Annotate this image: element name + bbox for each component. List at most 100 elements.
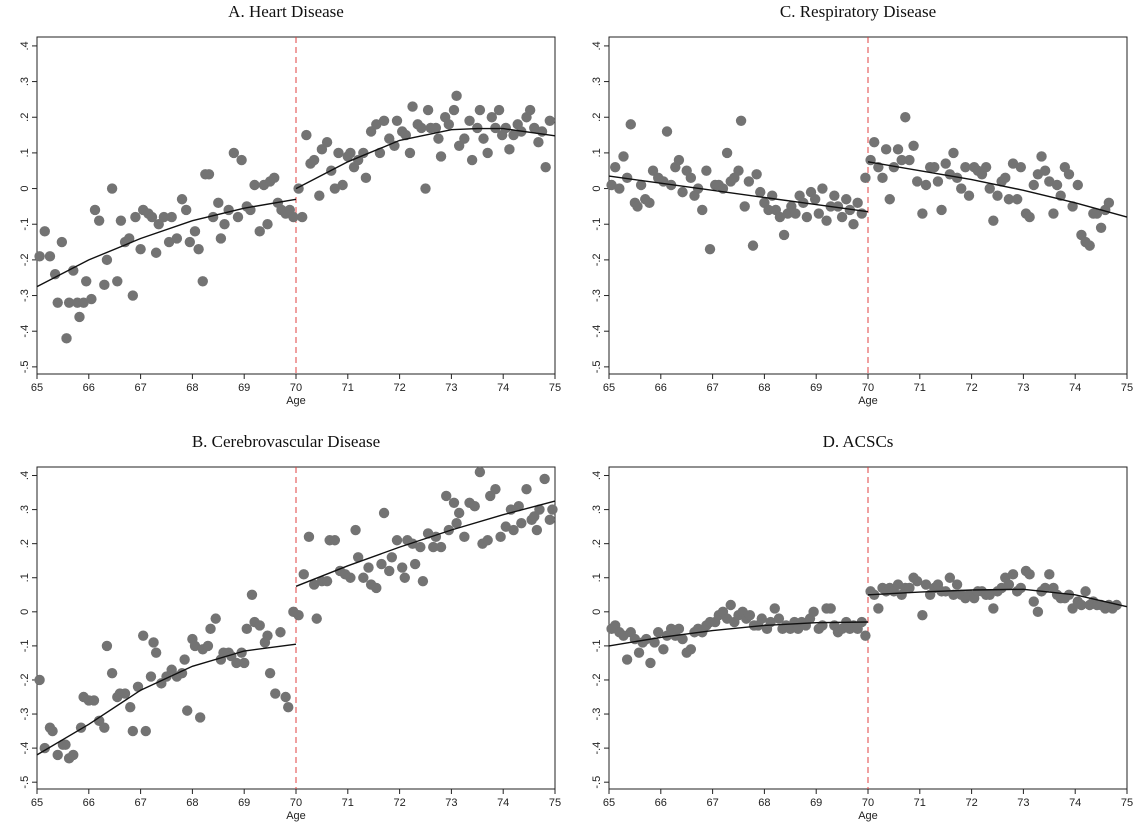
data-point xyxy=(704,243,716,255)
fit-line-left xyxy=(608,175,869,213)
data-point xyxy=(466,154,478,166)
fit-line-left xyxy=(608,621,869,647)
data-point xyxy=(944,572,956,583)
panel-title: A. Heart Disease xyxy=(228,2,344,21)
y-tick-label: -.4 xyxy=(19,325,31,338)
data-point xyxy=(904,154,915,166)
data-point xyxy=(860,172,871,184)
data-point xyxy=(980,161,992,173)
data-point xyxy=(329,183,341,194)
data-point xyxy=(262,219,273,230)
data-point xyxy=(182,705,193,716)
x-tick-label: 69 xyxy=(810,382,822,394)
x-tick-label: 65 xyxy=(31,382,43,394)
x-tick-label: 67 xyxy=(706,382,718,394)
y-tick-label: .4 xyxy=(19,471,31,480)
data-point xyxy=(869,137,880,148)
y-tick-label: -.2 xyxy=(19,674,31,687)
data-point xyxy=(614,183,625,194)
data-point xyxy=(904,582,915,594)
data-point xyxy=(428,541,439,553)
data-point xyxy=(396,562,408,573)
y-tick-label: .3 xyxy=(19,77,31,86)
y-tick-label: -.2 xyxy=(19,253,31,266)
x-tick-label: 73 xyxy=(445,797,457,809)
data-point xyxy=(189,640,201,652)
data-point xyxy=(464,115,475,127)
data-point xyxy=(360,172,372,184)
data-point xyxy=(940,158,951,169)
data-point xyxy=(422,104,434,116)
data-point xyxy=(1044,569,1055,580)
x-tick-label: 71 xyxy=(914,382,926,394)
data-point xyxy=(763,204,774,216)
data-point xyxy=(400,129,412,141)
data-point xyxy=(407,538,418,549)
data-point xyxy=(459,133,470,144)
data-point xyxy=(495,531,506,543)
data-point xyxy=(52,749,63,761)
data-point xyxy=(232,211,244,223)
data-point xyxy=(293,610,304,621)
data-point xyxy=(848,219,859,230)
data-point xyxy=(249,179,260,191)
x-tick-label: 65 xyxy=(603,382,615,394)
data-point xyxy=(733,165,744,176)
x-tick-label: 70 xyxy=(290,797,302,809)
data-point xyxy=(534,504,545,515)
data-point xyxy=(896,154,907,166)
data-point xyxy=(378,115,390,127)
data-point xyxy=(673,623,685,635)
data-point xyxy=(254,620,265,631)
data-point xyxy=(435,151,447,162)
data-point xyxy=(1051,179,1063,191)
data-point xyxy=(1039,582,1051,594)
data-point xyxy=(386,552,398,563)
data-point xyxy=(482,535,493,546)
data-point xyxy=(115,215,127,226)
data-point xyxy=(303,531,315,543)
plot-acscs: -.5 -.4 -.3 -.2 -.1 0 .1 .2 .3 .4 65 66 67 68 69 70 71 72… xyxy=(591,466,1133,822)
data-point xyxy=(929,161,940,173)
data-point xyxy=(239,657,250,669)
y-tick-label: .2 xyxy=(19,113,31,122)
data-point xyxy=(956,183,967,194)
x-axis-label: Age xyxy=(858,810,878,822)
y-tick-label: -.4 xyxy=(591,742,603,755)
data-point xyxy=(363,562,374,573)
data-point xyxy=(474,104,486,116)
data-point xyxy=(610,161,621,173)
data-point xyxy=(56,236,68,248)
x-tick-label: 73 xyxy=(1017,382,1029,394)
data-point xyxy=(539,473,550,485)
data-point xyxy=(329,535,341,546)
data-point xyxy=(860,630,871,641)
data-point xyxy=(504,144,515,155)
data-point xyxy=(236,154,247,166)
data-point xyxy=(621,654,633,665)
data-point xyxy=(127,290,139,301)
data-point xyxy=(202,640,214,652)
data-point xyxy=(101,254,113,266)
data-point xyxy=(314,190,325,201)
data-point xyxy=(653,627,664,638)
data-point xyxy=(264,667,276,679)
data-point xyxy=(189,226,201,237)
data-point xyxy=(228,147,240,159)
data-point xyxy=(371,582,382,594)
data-point xyxy=(873,603,884,614)
y-tick-label: -.4 xyxy=(591,325,603,338)
data-point xyxy=(52,297,63,308)
data-point xyxy=(435,541,447,553)
data-point xyxy=(524,104,536,116)
data-point xyxy=(1044,176,1055,187)
data-point xyxy=(86,293,97,305)
data-point xyxy=(963,190,975,201)
data-point xyxy=(39,226,50,237)
data-point xyxy=(774,211,786,223)
data-point xyxy=(984,183,995,194)
x-tick-label: 72 xyxy=(393,797,405,809)
data-point xyxy=(124,233,135,244)
y-tick-label: -.2 xyxy=(591,253,603,266)
x-tick-label: 68 xyxy=(186,382,198,394)
